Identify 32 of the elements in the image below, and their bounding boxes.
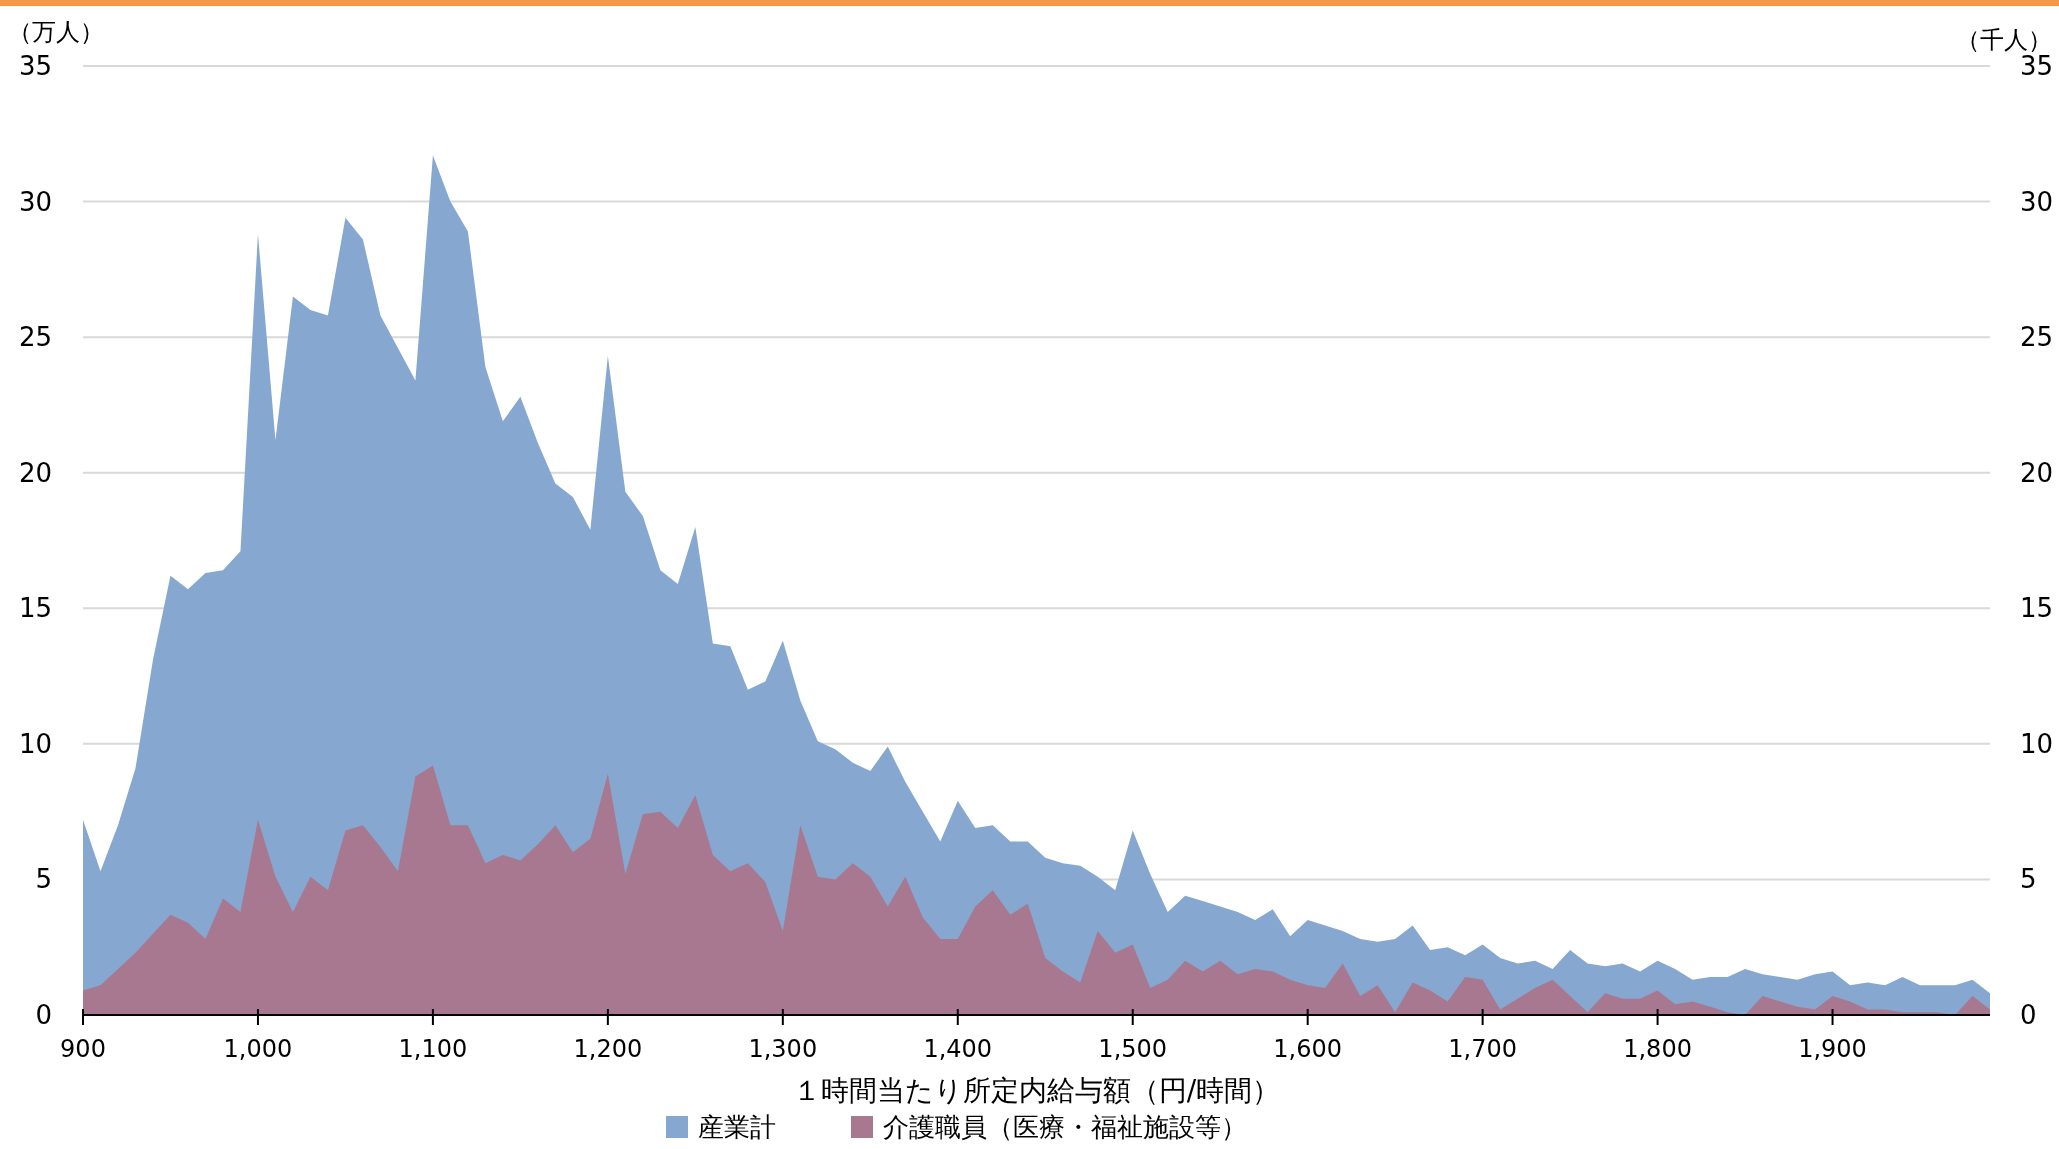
y-tick-label: 0 xyxy=(35,1000,52,1030)
x-tick-label: 1,300 xyxy=(748,1035,818,1063)
x-tick-label: 1,400 xyxy=(923,1035,993,1063)
y2-tick-label: 0 xyxy=(2020,1000,2037,1030)
y-tick-label: 5 xyxy=(35,864,52,895)
y-axis-title: （万人） xyxy=(8,18,104,46)
y2-tick-label: 5 xyxy=(2020,864,2037,895)
y2-tick-label: 35 xyxy=(2020,51,2054,81)
legend-label: 産業計 xyxy=(698,1112,776,1142)
y-tick-label: 10 xyxy=(18,728,52,759)
x-tick-label: 1,700 xyxy=(1448,1035,1517,1063)
x-tick-label: 900 xyxy=(60,1035,106,1063)
x-tick-label: 1,500 xyxy=(1098,1035,1168,1063)
y2-tick-label: 15 xyxy=(2020,593,2054,624)
y-tick-label: 35 xyxy=(18,51,52,81)
y-tick-label: 15 xyxy=(18,593,52,624)
y-tick-label: 25 xyxy=(18,322,52,353)
x-tick-label: 1,100 xyxy=(398,1035,468,1063)
x-tick-label: 1,200 xyxy=(573,1035,643,1063)
y2-tick-label: 30 xyxy=(2020,186,2054,217)
y-tick-label: 20 xyxy=(18,457,52,488)
x-tick-label: 1,000 xyxy=(223,1035,293,1063)
x-axis-title: １時間当たり所定内給与額（円/時間） xyxy=(792,1074,1281,1107)
x-tick-label: 1,600 xyxy=(1273,1035,1343,1063)
y2-tick-label: 10 xyxy=(2020,728,2054,759)
y2-tick-label: 25 xyxy=(2020,322,2054,353)
x-tick-label: 1,800 xyxy=(1623,1035,1692,1063)
x-tick-label: 1,900 xyxy=(1798,1035,1867,1063)
y2-axis-title: （千人） xyxy=(1956,26,2052,54)
legend-label: 介護職員（医療・福祉施設等） xyxy=(883,1112,1247,1142)
y-tick-label: 30 xyxy=(18,186,52,217)
y2-tick-label: 20 xyxy=(2020,457,2054,488)
